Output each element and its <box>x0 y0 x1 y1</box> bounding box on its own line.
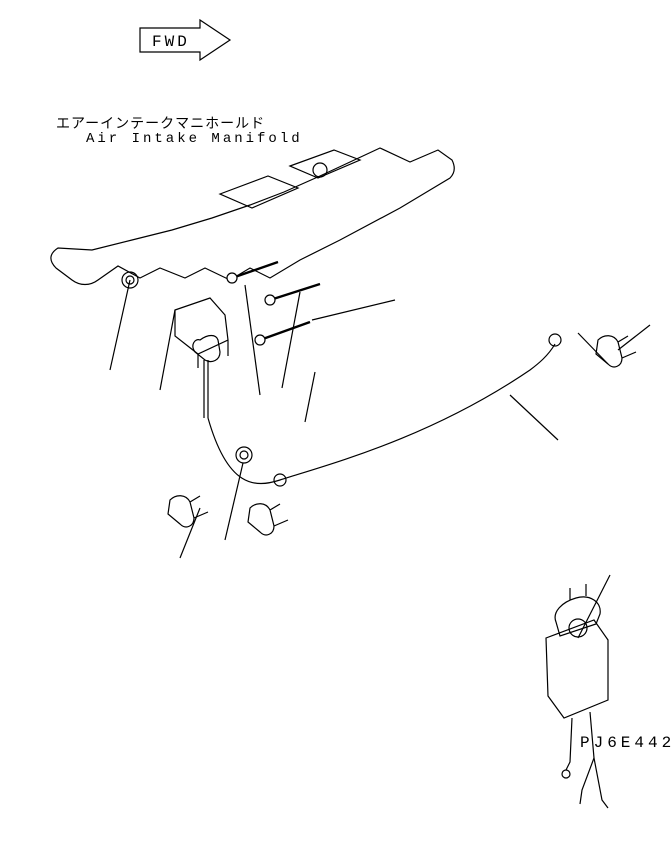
leader-line-3 <box>282 292 300 388</box>
diagram-svg: FWD <box>0 0 672 855</box>
leader-line-5 <box>312 300 395 320</box>
diagram-canvas: エアーインテークマニホールド Air Intake Manifold PJ6E4… <box>0 0 672 855</box>
solenoid-body <box>193 336 220 419</box>
wire-harness <box>208 344 555 484</box>
manifold-bolt-hole <box>313 163 327 177</box>
leader-line-1 <box>160 310 175 390</box>
bolt-shaft-2 <box>260 322 310 340</box>
leader-line-0 <box>110 280 130 370</box>
relay-wire-0 <box>566 718 572 770</box>
bolt-head-1 <box>265 295 275 305</box>
relay-cap <box>555 584 600 636</box>
center-nut-1 <box>240 451 248 459</box>
manifold-body <box>51 148 454 285</box>
leader-line-9 <box>578 333 608 364</box>
manifold-port-0 <box>220 176 298 208</box>
leader-line-4 <box>305 372 315 422</box>
relay-wire-2 <box>580 758 594 804</box>
leader-line-6 <box>225 463 243 540</box>
leader-line-11 <box>578 575 610 638</box>
fwd-arrow-text: FWD <box>152 33 190 51</box>
leader-line-10 <box>618 325 650 350</box>
center-nut-0 <box>236 447 252 463</box>
elbow-connector-1 <box>168 496 208 527</box>
leader-line-8 <box>510 395 558 440</box>
leader-line-7 <box>180 508 200 558</box>
bolt-head-2 <box>255 335 265 345</box>
elbow-connector-2 <box>248 504 288 535</box>
bolt-shaft-0 <box>232 262 278 278</box>
bolt-head-0 <box>227 273 237 283</box>
relay-body <box>546 620 608 718</box>
bolt-shaft-1 <box>270 284 320 300</box>
relay-terminal-ring <box>562 770 570 778</box>
